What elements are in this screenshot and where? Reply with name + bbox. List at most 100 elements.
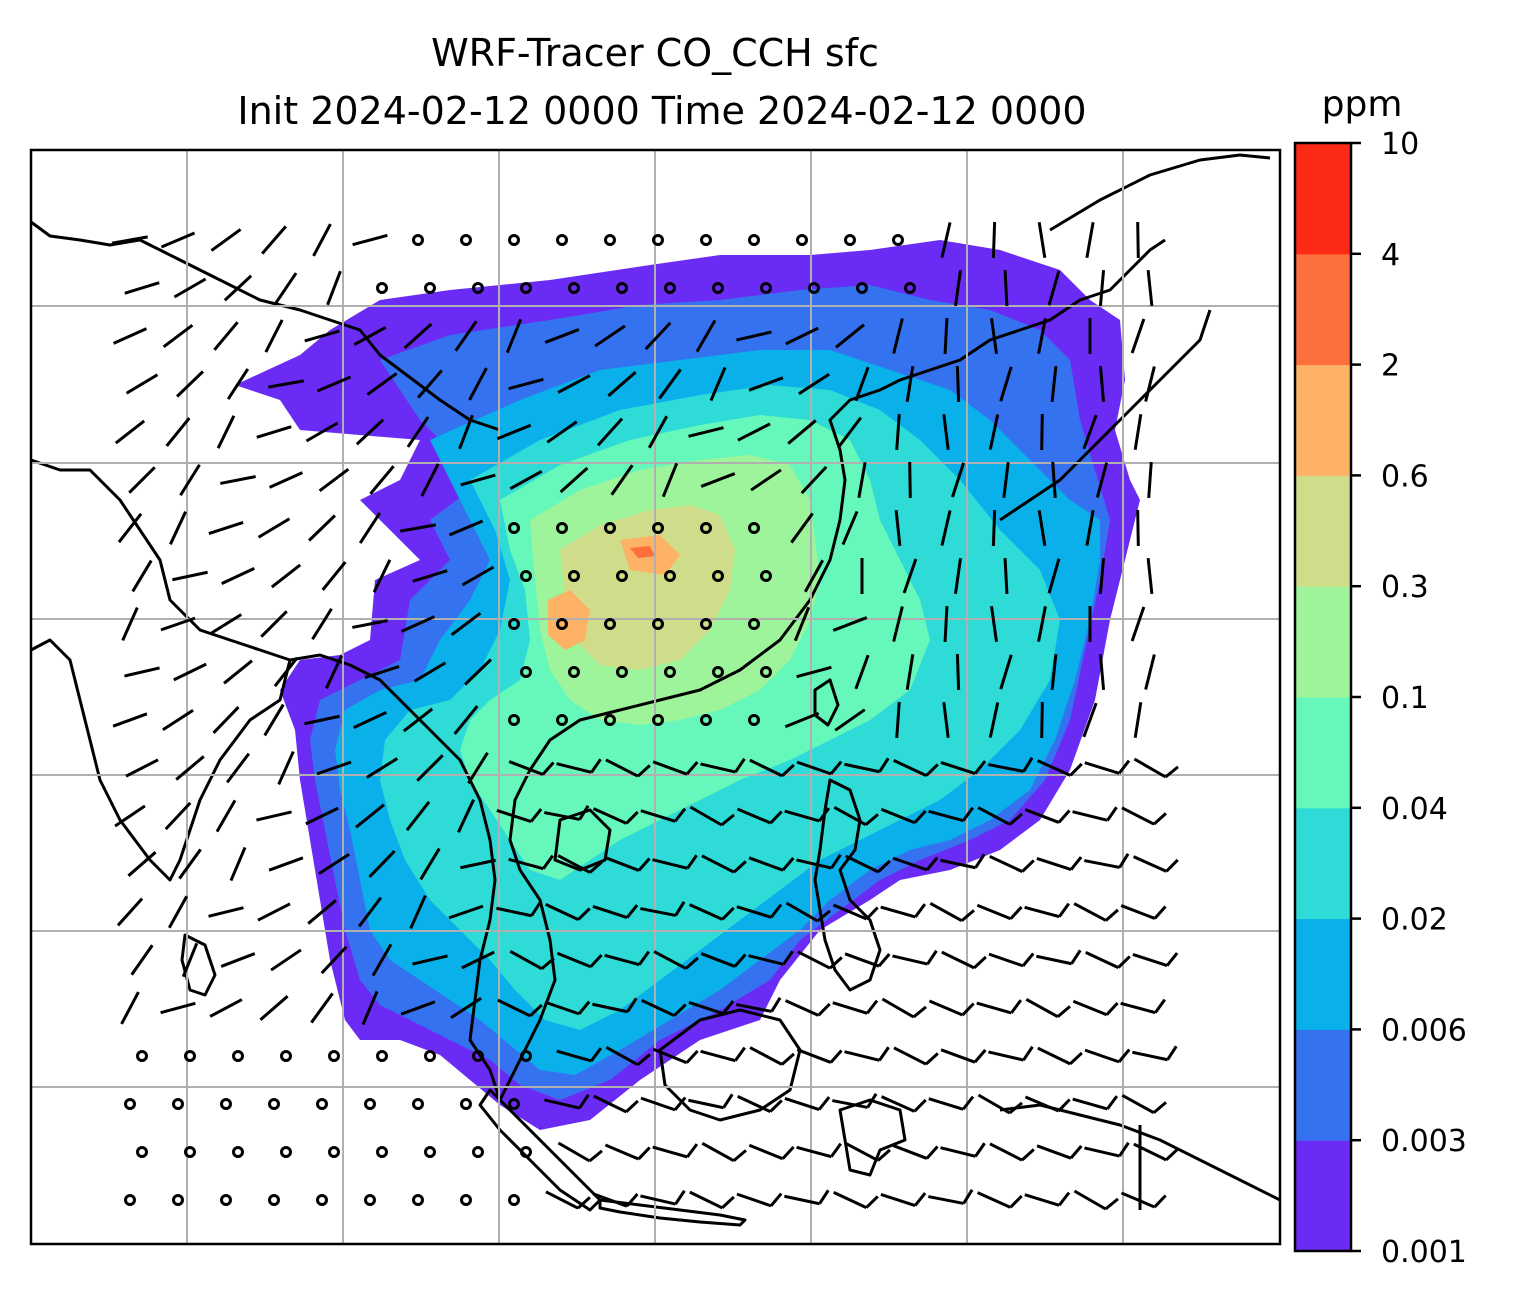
coastline-java	[598, 1198, 747, 1227]
wind-barb-calm	[604, 714, 616, 726]
wind-barb	[689, 805, 735, 827]
wind-barb	[790, 512, 814, 544]
wind-barb	[604, 950, 650, 967]
wind-barb	[261, 225, 287, 255]
colorbar-bin	[1295, 918, 1351, 1030]
wind-barb	[793, 606, 811, 642]
wind-barb-calm	[520, 570, 532, 582]
wind-barb-calm	[472, 1050, 484, 1062]
wind-barb	[220, 475, 256, 485]
wind-barb	[661, 462, 679, 498]
wind-barb	[400, 1000, 436, 1016]
wind-barb-calm	[712, 570, 724, 582]
wind-barb	[316, 760, 352, 776]
colorbar: ppm 0.001 0.003 0.006 0.02 0.04 0.1 0.3 0.6 2 4 10	[1293, 84, 1467, 1270]
wind-barb	[112, 235, 148, 245]
wind-barb-calm	[508, 1194, 520, 1206]
wind-barb	[832, 903, 879, 921]
wind-barb	[688, 903, 735, 921]
wind-barb	[892, 856, 939, 872]
wind-barb-calm	[412, 234, 424, 246]
wind-barb	[361, 990, 379, 1026]
wind-barb	[835, 323, 865, 349]
wind-barb-calm	[664, 282, 676, 294]
wind-barb	[737, 422, 771, 442]
wind-barb	[955, 653, 961, 691]
wind-barb	[556, 1047, 603, 1063]
wind-barb	[748, 950, 794, 966]
wind-barb	[892, 1144, 939, 1160]
wind-barb	[880, 1192, 927, 1207]
wind-barb	[604, 1143, 651, 1161]
wind-barb-calm	[556, 714, 568, 726]
wind-barb	[461, 950, 495, 970]
colorbar-bin	[1295, 143, 1351, 255]
wind-barb	[173, 277, 207, 299]
wind-barb-calm	[124, 1194, 136, 1206]
wind-barb	[305, 421, 339, 443]
wind-barb	[372, 559, 392, 593]
wind-barb-calm	[520, 1050, 532, 1062]
wind-barb	[845, 1142, 891, 1162]
wind-barb-calm	[172, 1098, 184, 1110]
wind-barb	[928, 999, 975, 1017]
colorbar-tick-label: 10	[1381, 127, 1419, 162]
wind-barb	[167, 895, 189, 929]
wind-barb-calm	[268, 1194, 280, 1206]
wind-barb	[748, 1143, 795, 1161]
wind-barb-calm	[844, 234, 856, 246]
wind-barb	[125, 373, 159, 395]
wind-barb	[257, 517, 291, 539]
wind-barb	[1072, 1095, 1119, 1111]
wind-barb	[368, 850, 396, 878]
wind-barb	[1144, 366, 1156, 402]
wind-barb-calm	[700, 234, 712, 246]
wind-barb	[1130, 318, 1146, 354]
coastlines	[31, 153, 1280, 1227]
colorbar-bin	[1295, 1140, 1351, 1252]
wind-barb-calm	[712, 666, 724, 678]
wind-barb	[785, 326, 819, 346]
wind-barb	[364, 665, 400, 679]
wind-barb	[1098, 365, 1106, 403]
coastline-gulf-thailand	[553, 808, 612, 872]
coastline-taiwan	[813, 678, 840, 727]
wind-barb	[358, 512, 382, 544]
wind-barb	[989, 855, 1035, 873]
wind-barb	[988, 1045, 1034, 1062]
wind-barb	[559, 466, 589, 494]
wind-barb	[556, 758, 602, 774]
wind-barb	[400, 615, 436, 633]
wind-barb-calm	[604, 522, 616, 534]
colorbar-bin	[1295, 807, 1351, 920]
wind-barb	[352, 233, 388, 247]
wind-barb-calm	[328, 1146, 340, 1158]
wind-barb	[160, 1001, 196, 1015]
wind-barb	[260, 610, 288, 638]
wind-barb-calm	[664, 570, 676, 582]
wind-barb	[748, 856, 795, 872]
wind-barb	[270, 948, 302, 972]
wind-barb	[943, 317, 949, 355]
wind-barb	[357, 896, 383, 928]
wind-barb	[837, 416, 863, 448]
wind-barb-calm	[508, 714, 520, 726]
wind-barb	[700, 1046, 746, 1063]
wind-barb	[785, 901, 831, 923]
wind-barb-calm	[616, 570, 628, 582]
wind-barb	[270, 563, 302, 589]
wind-barb	[496, 423, 532, 441]
wind-barb	[688, 1000, 735, 1015]
wind-barb	[220, 952, 256, 968]
wind-barb	[130, 944, 154, 976]
wind-barb-calm	[904, 282, 916, 294]
wind-barb-calm	[472, 282, 484, 294]
wind-barb	[977, 806, 1023, 826]
wind-barb	[320, 945, 348, 975]
wind-barb	[1084, 1048, 1131, 1064]
wind-barb	[999, 366, 1013, 402]
wind-barb-calm	[508, 234, 520, 246]
wind-barb	[505, 318, 523, 354]
wind-barb	[545, 903, 591, 921]
wind-barb-calm	[508, 522, 520, 534]
